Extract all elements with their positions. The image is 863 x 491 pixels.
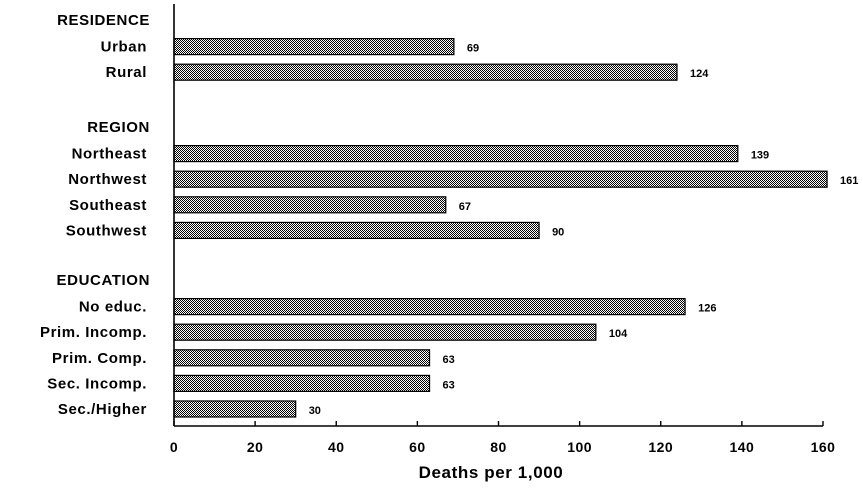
category-label: Southwest xyxy=(66,222,147,239)
value-label: 63 xyxy=(443,354,455,366)
category-label: Prim. Comp. xyxy=(52,350,147,367)
value-label: 126 xyxy=(698,303,716,315)
group-heading: REGION xyxy=(87,119,150,136)
group-heading: EDUCATION xyxy=(57,272,150,289)
category-label: Sec. Incomp. xyxy=(47,375,147,392)
bar xyxy=(173,349,431,367)
value-label: 67 xyxy=(459,201,471,213)
bar xyxy=(173,145,739,163)
group-heading: RESIDENCE xyxy=(57,12,150,29)
x-tick-label: 140 xyxy=(729,439,754,455)
category-label: Urban xyxy=(101,39,147,56)
x-axis-title: Deaths per 1,000 xyxy=(419,463,564,482)
bar xyxy=(173,400,297,418)
x-tick-label: 40 xyxy=(328,439,345,455)
bar xyxy=(173,170,828,188)
bar xyxy=(173,298,686,316)
category-label: Prim. Incomp. xyxy=(40,324,147,341)
bar xyxy=(173,196,447,214)
category-label: Northeast xyxy=(72,146,147,163)
bars-layer xyxy=(173,37,828,418)
bar xyxy=(173,221,540,239)
value-label: 161 xyxy=(840,175,858,187)
value-label: 90 xyxy=(552,226,564,238)
x-tick-label: 120 xyxy=(648,439,673,455)
x-tick-label: 100 xyxy=(567,439,592,455)
bar xyxy=(173,323,597,341)
x-tick-label: 160 xyxy=(811,439,836,455)
category-label: No educ. xyxy=(79,299,147,316)
category-label: Sec./Higher xyxy=(58,401,147,418)
value-label: 104 xyxy=(609,328,628,340)
category-label: Northwest xyxy=(68,171,147,188)
category-label: Rural xyxy=(106,64,147,81)
bar xyxy=(173,63,678,81)
bar xyxy=(173,37,455,56)
x-tick-label: 20 xyxy=(247,439,264,455)
x-tick-label: 0 xyxy=(170,439,178,455)
bar xyxy=(173,374,431,392)
x-tick-label: 60 xyxy=(409,439,426,455)
value-label: 69 xyxy=(467,43,479,55)
value-label: 139 xyxy=(751,150,769,162)
labels-layer: RESIDENCE Urban 69 Rural 124 REGION Northeast 1… xyxy=(40,12,858,418)
axis-layer: 0 20 40 60 80 100 120 140 160 xyxy=(170,4,836,455)
category-label: Southeast xyxy=(69,197,147,214)
value-label: 63 xyxy=(443,379,455,391)
value-label: 124 xyxy=(690,68,709,80)
value-label: 30 xyxy=(309,405,321,417)
x-tick-label: 80 xyxy=(490,439,507,455)
